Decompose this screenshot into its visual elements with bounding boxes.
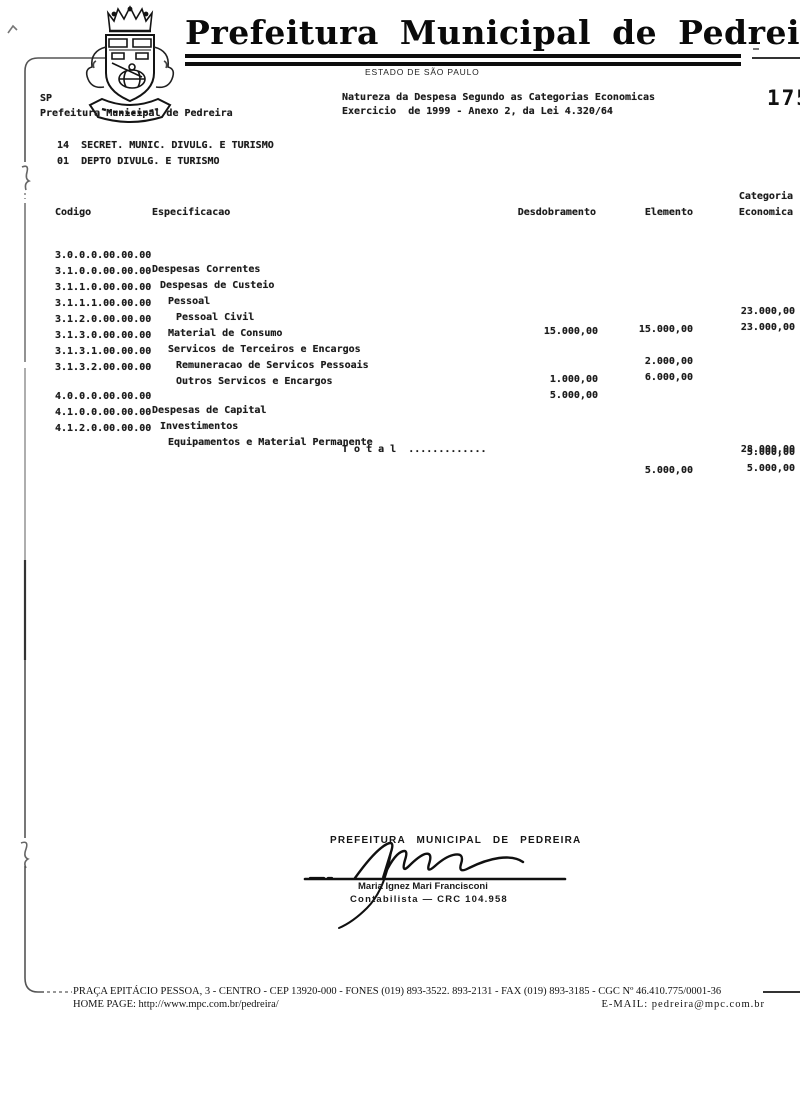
page-number: 175	[767, 86, 800, 110]
col-header-categoria-line2: Economica	[738, 207, 793, 218]
footer-address: PRAÇA EPITÁCIO PESSOA, 3 - CENTRO - CEP …	[73, 986, 722, 997]
row-code: 3.1.3.1.00.00.00	[55, 346, 152, 357]
state-subtitle: ESTADO DE SÃO PAULO	[365, 67, 480, 77]
row-code: 3.1.0.0.00.00.00	[55, 266, 152, 277]
row-especificacao: Pessoal	[168, 296, 211, 307]
report-title-line2: Exercicio de 1999 - Anexo 2, da Lei 4.32…	[342, 106, 613, 117]
row-especificacao: Remuneracao de Servicos Pessoais	[176, 360, 369, 371]
row-code: 3.1.3.2.00.00.00	[55, 362, 152, 373]
report-title-line1: Natureza da Despesa Segundo as Categoria…	[342, 92, 656, 103]
row-especificacao: Despesas de Custeio	[160, 280, 275, 291]
footer-email[interactable]: E-MAIL: pedreira@mpc.com.br	[465, 999, 765, 1010]
footer-homepage[interactable]: HOME PAGE: http://www.mpc.com.br/pedreir…	[73, 999, 279, 1010]
row-code: 4.1.0.0.00.00.00	[55, 407, 152, 418]
row-especificacao: Equipamentos e Material Permanente	[168, 437, 373, 448]
signature-name: Maria Ignez Mari Francisconi	[358, 881, 488, 892]
table-row: 4.1.0.0.00.00.00 Investimentos 5.000,00	[0, 392, 800, 474]
section-departamento: 01 DEPTO DIVULG. E TURISMO	[57, 156, 220, 167]
row-code: 4.0.0.0.00.00.00	[55, 391, 152, 402]
total-label: T o t a l .............	[342, 444, 487, 455]
section-secretaria: 14 SECRET. MUNIC. DIVULG. E TURISMO	[57, 140, 274, 151]
table-row: 3.1.0.0.00.00.00 Despesas de Custeio 23.…	[0, 251, 800, 333]
table-row: 3.1.3.0.00.00.00 Servicos de Terceiros e…	[0, 315, 800, 383]
row-categoria: 23.000,00	[740, 306, 795, 317]
budget-table-rows: 3.0.0.0.00.00.00 Despesas Correntes 23.0…	[0, 235, 800, 476]
col-header-elemento: Elemento	[644, 207, 693, 218]
col-header-codigo: Codigo	[55, 207, 92, 218]
footer-homepage-url[interactable]: http://www.mpc.com.br/pedreira/	[138, 999, 279, 1010]
col-header-especificacao: Especificacao	[152, 207, 231, 218]
col-header-categoria-line1: Categoria	[738, 191, 793, 202]
row-code: 3.1.1.0.00.00.00	[55, 282, 152, 293]
row-elemento: 5.000,00	[644, 465, 693, 476]
row-especificacao: Servicos de Terceiros e Encargos	[168, 344, 361, 355]
row-code: 4.1.2.0.00.00.00	[55, 423, 152, 434]
row-code: 3.1.2.0.00.00.00	[55, 314, 152, 325]
row-especificacao: Despesas de Capital	[152, 405, 267, 416]
row-desdobramento: 15.000,00	[543, 326, 598, 337]
org-state-code: SP	[40, 93, 53, 104]
row-code: 3.1.1.1.00.00.00	[55, 298, 152, 309]
footer-email-label: E-MAIL:	[601, 999, 649, 1010]
table-row: 3.1.1.0.00.00.00 Pessoal 15.000,00	[0, 267, 800, 335]
document-title: Prefeitura Municipal de Pedreira	[185, 13, 800, 52]
row-elemento: 6.000,00	[644, 372, 693, 383]
municipal-coat-of-arms-icon	[85, 5, 175, 123]
signature-stamp-text: PREFEITURA MUNICIPAL DE PEDREIRA	[330, 835, 582, 846]
row-especificacao: Pessoal Civil	[176, 312, 255, 323]
row-code: 3.1.3.0.00.00.00	[55, 330, 152, 341]
row-categoria: 5.000,00	[746, 447, 795, 458]
table-row: 3.0.0.0.00.00.00 Despesas Correntes 23.0…	[0, 235, 800, 317]
title-underline	[185, 54, 741, 66]
org-name: Prefeitura Municipal de Pedreira	[40, 108, 233, 119]
table-row: 3.1.1.1.00.00.00 Pessoal Civil 15.000,00	[0, 283, 800, 337]
table-row: 3.1.3.2.00.00.00 Outros Servicos e Encar…	[0, 347, 800, 401]
row-elemento: 2.000,00	[644, 356, 693, 367]
row-especificacao: Investimentos	[160, 421, 239, 432]
row-code: 3.0.0.0.00.00.00	[55, 250, 152, 261]
table-row: 4.1.2.0.00.00.00 Equipamentos e Material…	[0, 408, 800, 476]
col-header-desdobramento: Desdobramento	[517, 207, 596, 218]
footer-email-address[interactable]: pedreira@mpc.com.br	[651, 999, 765, 1010]
row-categoria: 5.000,00	[746, 463, 795, 474]
signature-role: Contabilista — CRC 104.958	[350, 894, 508, 905]
row-especificacao: Outros Servicos e Encargos	[176, 376, 333, 387]
handwritten-signature-icon	[303, 841, 567, 929]
table-row: 3.1.2.0.00.00.00 Material de Consumo 2.0…	[0, 299, 800, 367]
row-desdobramento: 5.000,00	[549, 390, 598, 401]
total-value: 28.000,00	[740, 444, 795, 455]
row-categoria: 23.000,00	[740, 322, 795, 333]
row-especificacao: Material de Consumo	[168, 328, 283, 339]
row-especificacao: Despesas Correntes	[152, 264, 261, 275]
row-desdobramento: 1.000,00	[549, 374, 598, 385]
table-row: 4.0.0.0.00.00.00 Despesas de Capital 5.0…	[0, 376, 800, 458]
row-elemento: 15.000,00	[638, 324, 693, 335]
table-row: 3.1.3.1.00.00.00 Remuneracao de Servicos…	[0, 331, 800, 385]
footer-homepage-label: HOME PAGE:	[73, 999, 136, 1010]
